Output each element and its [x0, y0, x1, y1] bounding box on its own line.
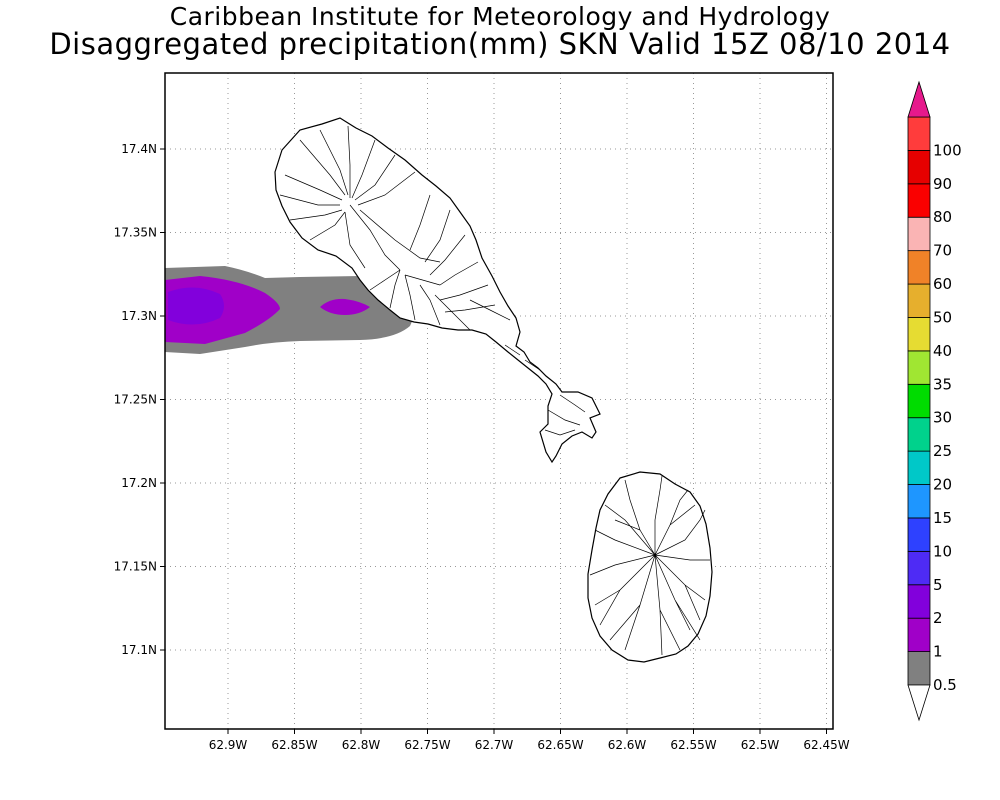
nevis-drainage: [589, 475, 710, 656]
nevis-island: [587, 471, 713, 663]
x-tick-label: 62.55W: [670, 738, 716, 752]
legend-label: 20: [933, 476, 952, 494]
legend-swatch: [907, 150, 931, 185]
legend-label: 35: [933, 375, 952, 393]
y-tick-label: 17.35N: [114, 226, 157, 240]
precip-violet-core: [168, 287, 224, 325]
legend-label: 70: [933, 242, 952, 260]
saint-kitts-drainage: [279, 125, 586, 436]
legend-label: 100: [933, 141, 962, 159]
legend-swatch: [907, 183, 931, 218]
map-title-line2: Disaggregated precipitation(mm) SKN Vali…: [49, 27, 951, 61]
legend-label: 15: [933, 509, 952, 527]
legend-swatch: [907, 350, 931, 385]
x-axis: 62.9W 62.85W 62.8W 62.75W 62.7W 62.65W 62.6W 62…: [209, 729, 850, 752]
saint-kitts-island: [274, 117, 601, 464]
y-tick-label: 17.3N: [121, 309, 157, 323]
legend-swatch: [907, 450, 931, 485]
x-tick-label: 62.9W: [209, 738, 248, 752]
x-tick-label: 62.45W: [803, 738, 849, 752]
legend-swatch: [907, 317, 931, 352]
legend-swatch: [907, 484, 931, 519]
legend-label: 5: [933, 576, 943, 594]
x-tick-label: 62.8W: [342, 738, 381, 752]
legend-swatch: [907, 283, 931, 318]
x-tick-label: 62.6W: [608, 738, 647, 752]
legend-swatch: [907, 584, 931, 619]
y-axis: 17.4N 17.35N 17.3N 17.25N 17.2N 17.15N 17.1N: [114, 142, 165, 657]
x-tick-label: 62.7W: [475, 738, 514, 752]
y-tick-label: 17.15N: [114, 560, 157, 574]
legend-swatch: [907, 216, 931, 252]
legend-label: 1: [933, 643, 943, 661]
legend-swatch: [907, 517, 931, 552]
y-tick-label: 17.2N: [121, 476, 157, 490]
precip-small-purple-cell: [320, 298, 370, 315]
plot-area: [165, 73, 833, 729]
legend-swatch: [907, 116, 931, 151]
y-tick-label: 17.25N: [114, 393, 157, 407]
legend-bottom-arrow: [907, 684, 931, 722]
y-tick-label: 17.1N: [121, 643, 157, 657]
legend-swatch: [907, 651, 931, 686]
legend-label: 10: [933, 542, 952, 560]
map-title-line1: Caribbean Institute for Meteorology and …: [169, 2, 831, 31]
legend-swatch: [907, 617, 931, 652]
x-tick-label: 62.75W: [404, 738, 450, 752]
legend-swatch: [907, 383, 931, 419]
legend-label: 60: [933, 275, 952, 293]
legend-swatch: [907, 250, 931, 285]
legend-label: 30: [933, 409, 952, 427]
legend-label: 2: [933, 609, 943, 627]
legend-label: 50: [933, 308, 952, 326]
precipitation-field: [165, 266, 415, 354]
legend-label: 40: [933, 342, 952, 360]
plot-frame: [164, 72, 834, 730]
legend-swatch: [907, 417, 931, 452]
x-tick-label: 62.85W: [271, 738, 317, 752]
legend-label: 90: [933, 175, 952, 193]
legend-label: 0.5: [933, 676, 957, 694]
x-tick-label: 62.65W: [537, 738, 583, 752]
legend-swatch: [907, 550, 931, 586]
legend-label: 80: [933, 208, 952, 226]
x-tick-label: 62.5W: [741, 738, 780, 752]
legend-top-arrow: [907, 80, 931, 118]
y-tick-label: 17.4N: [121, 142, 157, 156]
legend-label: 25: [933, 442, 952, 460]
